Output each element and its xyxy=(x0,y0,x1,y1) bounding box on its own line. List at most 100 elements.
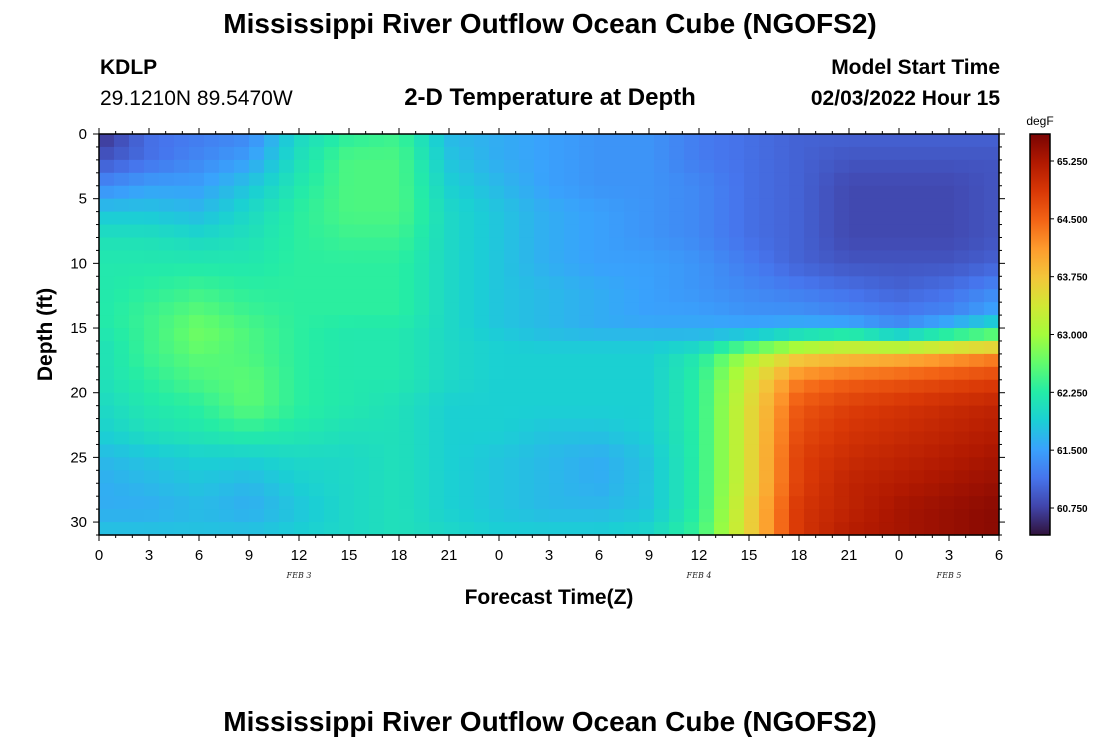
heatmap-cell xyxy=(354,431,370,446)
heatmap-cell xyxy=(624,172,640,187)
heatmap-cell xyxy=(369,211,385,226)
heatmap-cell xyxy=(894,405,910,420)
heatmap-cell xyxy=(219,483,235,497)
heatmap-cell xyxy=(984,522,1000,536)
heatmap-cell xyxy=(414,392,430,407)
heatmap-cell xyxy=(384,483,400,497)
heatmap-cell xyxy=(924,224,940,239)
chart-subtitle: 2-D Temperature at Depth xyxy=(404,84,696,111)
heatmap-cell xyxy=(759,392,775,407)
heatmap-cell xyxy=(264,276,280,290)
heatmap-cell xyxy=(129,405,145,420)
heatmap-cell xyxy=(369,379,385,394)
heatmap-cell xyxy=(804,328,820,342)
heatmap-cell xyxy=(894,263,910,277)
heatmap-cell xyxy=(339,405,355,420)
heatmap-cell xyxy=(369,159,385,174)
heatmap-cell xyxy=(114,496,130,510)
heatmap-cell xyxy=(474,146,490,161)
heatmap-cell xyxy=(249,457,265,471)
heatmap-cell xyxy=(819,237,835,252)
x-tick-label: 3 xyxy=(545,547,553,564)
heatmap-cell xyxy=(144,496,160,510)
heatmap-cell xyxy=(804,315,820,329)
heatmap-cell xyxy=(654,315,670,329)
heatmap-cell xyxy=(864,392,880,407)
x-tick-label: 0 xyxy=(495,547,503,564)
heatmap-cell xyxy=(684,431,700,446)
heatmap-cell xyxy=(339,470,355,484)
x-tick-label: 18 xyxy=(391,547,408,564)
heatmap-cell xyxy=(594,315,610,329)
heatmap-cell xyxy=(504,211,520,226)
heatmap-cell xyxy=(309,418,325,433)
heatmap-cell xyxy=(594,509,610,523)
heatmap-cell xyxy=(474,250,490,264)
heatmap-cell xyxy=(99,172,115,187)
heatmap-cell xyxy=(129,509,145,523)
heatmap-cell xyxy=(789,431,805,446)
heatmap-cell xyxy=(399,315,415,329)
heatmap-cell xyxy=(984,470,1000,484)
heatmap-cell xyxy=(159,237,175,252)
heatmap-cell xyxy=(774,431,790,446)
heatmap-cell xyxy=(819,340,835,355)
heatmap-cell xyxy=(969,483,985,497)
heatmap-cell xyxy=(324,366,340,381)
heatmap-cell xyxy=(654,185,670,200)
heatmap-cell xyxy=(264,470,280,484)
heatmap-cell xyxy=(99,340,115,355)
heatmap-cell xyxy=(234,134,250,148)
heatmap-cell xyxy=(99,379,115,394)
heatmap-cell xyxy=(549,146,565,161)
heatmap-cell xyxy=(339,237,355,252)
heatmap-cell xyxy=(144,457,160,471)
heatmap-cell xyxy=(504,224,520,239)
heatmap-cell xyxy=(204,276,220,290)
heatmap-cell xyxy=(414,198,430,213)
heatmap-cell xyxy=(924,237,940,252)
heatmap-cell xyxy=(894,276,910,290)
heatmap-cell xyxy=(294,237,310,252)
heatmap-cell xyxy=(144,431,160,446)
heatmap-cell xyxy=(804,418,820,433)
heatmap-cell xyxy=(174,418,190,433)
heatmap-cell xyxy=(414,509,430,523)
heatmap-cell xyxy=(579,522,595,536)
heatmap-cell xyxy=(939,340,955,355)
heatmap-cell xyxy=(354,211,370,226)
heatmap-cell xyxy=(849,250,865,264)
heatmap-cell xyxy=(519,444,535,458)
heatmap-cell xyxy=(354,353,370,368)
y-tick-label: 20 xyxy=(70,385,87,402)
heatmap-cell xyxy=(834,353,850,368)
heatmap-cell xyxy=(159,146,175,161)
heatmap-cell xyxy=(234,366,250,381)
heatmap-cell xyxy=(924,315,940,329)
heatmap-cell xyxy=(369,237,385,252)
heatmap-cell xyxy=(99,211,115,226)
heatmap-cell xyxy=(324,405,340,420)
heatmap-cell xyxy=(519,392,535,407)
heatmap-cell xyxy=(294,315,310,329)
heatmap-cell xyxy=(249,198,265,213)
heatmap-cell xyxy=(489,379,505,394)
heatmap-cell xyxy=(474,522,490,536)
heatmap-cell xyxy=(309,522,325,536)
heatmap-cell xyxy=(324,392,340,407)
heatmap-cell xyxy=(639,250,655,264)
heatmap-cell xyxy=(369,328,385,342)
heatmap-cell xyxy=(144,289,160,303)
heatmap-cell xyxy=(144,405,160,420)
heatmap-cell xyxy=(879,185,895,200)
heatmap-cell xyxy=(99,418,115,433)
heatmap-cell xyxy=(804,159,820,174)
heatmap-cell xyxy=(444,366,460,381)
heatmap-cell xyxy=(294,263,310,277)
heatmap-cell xyxy=(954,483,970,497)
heatmap-cell xyxy=(894,315,910,329)
heatmap-cell xyxy=(384,328,400,342)
heatmap-cell xyxy=(684,250,700,264)
heatmap-cell xyxy=(399,444,415,458)
heatmap-cell xyxy=(819,405,835,420)
